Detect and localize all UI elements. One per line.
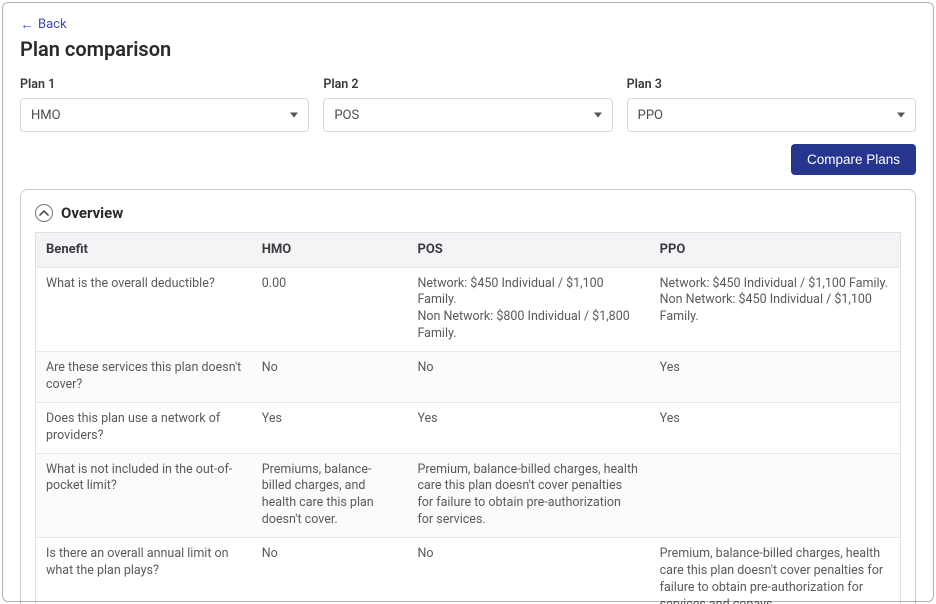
cell-pos: No — [407, 352, 649, 403]
cell-ppo: Yes — [650, 402, 901, 453]
table-row: Is there an overall annual limit on what… — [36, 538, 901, 604]
back-link[interactable]: ← Back — [20, 16, 67, 33]
chevron-down-icon — [594, 113, 602, 118]
cell-pos: Premium, balance-billed charges, health … — [407, 453, 649, 538]
cell-benefit: Does this plan use a network of provider… — [36, 402, 252, 453]
col-ppo: PPO — [650, 233, 901, 268]
compare-plans-button[interactable]: Compare Plans — [791, 144, 916, 175]
col-benefit: Benefit — [36, 233, 252, 268]
table-row: Does this plan use a network of provider… — [36, 402, 901, 453]
cell-hmo: Premiums, balance-billed charges, and he… — [252, 453, 408, 538]
cell-benefit: Is there an overall annual limit on what… — [36, 538, 252, 604]
cell-pos: Network: $450 Individual / $1,100 Family… — [407, 267, 649, 352]
overview-panel: Overview Benefit HMO POS PPO What is the… — [20, 189, 916, 604]
cell-benefit: What is the overall deductible? — [36, 267, 252, 352]
plan2-value: POS — [334, 108, 359, 123]
cell-ppo: Yes — [650, 352, 901, 403]
cell-benefit: What is not included in the out-of-pocke… — [36, 453, 252, 538]
plan-selectors: Plan 1 HMO Plan 2 POS Plan 3 PPO — [20, 77, 916, 132]
overview-heading: Overview — [61, 204, 123, 222]
plan1-value: HMO — [31, 108, 61, 123]
comparison-table: Benefit HMO POS PPO What is the overall … — [35, 232, 901, 604]
table-row: What is not included in the out-of-pocke… — [36, 453, 901, 538]
arrow-left-icon: ← — [20, 16, 34, 33]
cell-benefit: Are these services this plan doesn't cov… — [36, 352, 252, 403]
col-hmo: HMO — [252, 233, 408, 268]
plan3-value: PPO — [638, 108, 663, 123]
page-title: Plan comparison — [20, 37, 916, 61]
cell-hmo: Yes — [252, 402, 408, 453]
cell-hmo: No — [252, 352, 408, 403]
table-row: Are these services this plan doesn't cov… — [36, 352, 901, 403]
table-row: What is the overall deductible? 0.00 Net… — [36, 267, 901, 352]
cell-pos: Yes — [407, 402, 649, 453]
table-header-row: Benefit HMO POS PPO — [36, 233, 901, 268]
plan1-label: Plan 1 — [20, 77, 309, 92]
plan2-label: Plan 2 — [323, 77, 612, 92]
cell-ppo — [650, 453, 901, 538]
cell-ppo: Premium, balance-billed charges, health … — [650, 538, 901, 604]
plan3-label: Plan 3 — [627, 77, 916, 92]
cell-hmo: 0.00 — [252, 267, 408, 352]
chevron-down-icon — [290, 113, 298, 118]
plan2-select[interactable]: POS — [323, 98, 612, 132]
plan1-select[interactable]: HMO — [20, 98, 309, 132]
col-pos: POS — [407, 233, 649, 268]
chevron-down-icon — [897, 113, 905, 118]
cell-hmo: No — [252, 538, 408, 604]
collapse-toggle[interactable] — [35, 204, 53, 222]
chevron-up-icon — [39, 208, 49, 218]
back-link-label: Back — [38, 17, 67, 32]
cell-ppo: Network: $450 Individual / $1,100 Family… — [650, 267, 901, 352]
cell-pos: No — [407, 538, 649, 604]
plan3-select[interactable]: PPO — [627, 98, 916, 132]
